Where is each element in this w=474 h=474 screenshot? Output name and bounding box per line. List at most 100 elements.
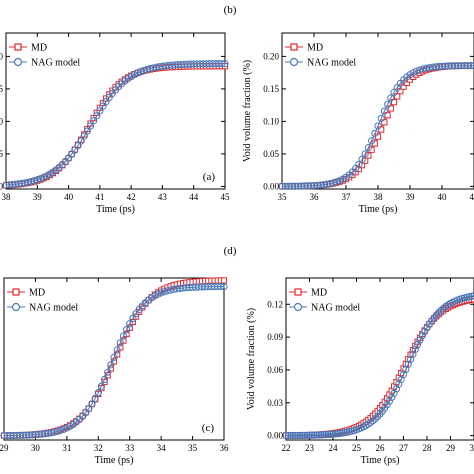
legend-md-label: MD bbox=[311, 288, 327, 299]
nag-point bbox=[221, 60, 229, 68]
nag-point bbox=[439, 304, 448, 312]
plot-frame bbox=[3, 277, 225, 441]
nag-point bbox=[119, 332, 128, 340]
nag-point bbox=[218, 60, 226, 68]
x-axis-label: Time (ps) bbox=[359, 204, 398, 215]
series-nag-model bbox=[2, 60, 229, 189]
nag-point bbox=[30, 177, 38, 185]
nag-point bbox=[361, 150, 369, 158]
legend-md-label: MD bbox=[29, 288, 45, 299]
nag-point bbox=[388, 393, 396, 401]
nag-point bbox=[282, 431, 290, 440]
nag-point bbox=[369, 417, 377, 425]
nag-point bbox=[384, 100, 392, 108]
nag-point bbox=[301, 431, 309, 439]
figure-tag-b: (b) bbox=[224, 4, 237, 16]
x-axis-label: Time (ps) bbox=[95, 455, 134, 466]
nag-point bbox=[91, 394, 99, 403]
nag-point bbox=[331, 430, 339, 438]
nag-point bbox=[160, 288, 168, 296]
legend-nag-label: NAG model bbox=[31, 58, 80, 69]
legend-md-label: MD bbox=[307, 43, 323, 54]
y-tick-label: 0.00 bbox=[267, 431, 283, 441]
y-tick-label: 0.09 bbox=[267, 332, 283, 342]
x-tick-label: 40 bbox=[438, 192, 448, 202]
x-tick-label: 35 bbox=[188, 443, 198, 453]
x-tick-label: 36 bbox=[310, 192, 320, 202]
legend-nag-label: NAG model bbox=[29, 303, 78, 314]
legend-md-marker bbox=[290, 43, 298, 51]
y-axis-label: Void volume fraction (%) bbox=[246, 308, 257, 410]
nag-point bbox=[371, 415, 379, 423]
legend: MD NAG model bbox=[9, 43, 80, 69]
nag-point bbox=[113, 346, 121, 354]
nag-point bbox=[88, 400, 96, 408]
md-point bbox=[394, 93, 401, 100]
nag-point bbox=[390, 88, 398, 97]
x-tick-label: 29 bbox=[0, 443, 9, 453]
nag-point bbox=[220, 282, 228, 291]
nag-point bbox=[320, 431, 328, 439]
md-point bbox=[381, 119, 388, 126]
nag-point bbox=[93, 112, 101, 120]
nag-point bbox=[324, 430, 332, 439]
x-tick-label: 22 bbox=[282, 443, 291, 453]
legend-md-label: MD bbox=[31, 43, 47, 54]
nag-point bbox=[385, 397, 393, 405]
legend-md-marker bbox=[14, 43, 22, 51]
panel-label: (c) bbox=[202, 422, 215, 434]
y-tick-label: 0.00 bbox=[263, 181, 279, 191]
nag-point bbox=[421, 327, 429, 336]
series-md bbox=[2, 63, 229, 189]
nag-point bbox=[416, 336, 424, 344]
series-nag-model bbox=[0, 282, 228, 440]
nag-point bbox=[86, 122, 95, 130]
series-md bbox=[278, 62, 474, 190]
x-tick-label: 37 bbox=[342, 192, 352, 202]
x-tick-label: 25 bbox=[352, 443, 362, 453]
nag-point bbox=[83, 127, 91, 135]
nag-point bbox=[157, 289, 165, 297]
nag-point bbox=[355, 160, 363, 168]
nag-point bbox=[374, 412, 382, 421]
y-tick-label: 0.10 bbox=[263, 116, 279, 126]
nag-point bbox=[412, 67, 420, 75]
nag-point bbox=[140, 66, 148, 75]
chart-panel-3: 29 30 31 32 33 34 35 36 Time (ps) (c) MD NAG model bbox=[0, 277, 230, 466]
x-axis-label: Time (ps) bbox=[361, 455, 400, 466]
nag-point bbox=[312, 431, 321, 439]
nag-point bbox=[298, 431, 307, 439]
nag-point bbox=[291, 431, 299, 440]
nag-point bbox=[27, 177, 35, 186]
figure-tag-d: (d) bbox=[224, 245, 237, 257]
nag-point bbox=[416, 66, 424, 74]
x-tick-label: 45 bbox=[221, 192, 231, 202]
x-tick-label: 23 bbox=[305, 443, 315, 453]
nag-point bbox=[387, 94, 395, 102]
nag-point bbox=[374, 122, 382, 130]
y-tick-label: 0.15 bbox=[263, 84, 279, 94]
x-tick-label: 27 bbox=[399, 443, 409, 453]
nag-point bbox=[217, 282, 225, 291]
nag-point bbox=[423, 324, 431, 332]
md-point bbox=[378, 126, 385, 133]
nag-point bbox=[80, 132, 88, 140]
nag-point bbox=[308, 431, 316, 439]
y-tick-label: 0.03 bbox=[267, 398, 283, 408]
x-tick-label: 32 bbox=[94, 443, 103, 453]
legend: MD NAG model bbox=[289, 288, 360, 314]
nag-point bbox=[390, 389, 398, 397]
x-tick-label: 36 bbox=[220, 443, 230, 453]
nag-point bbox=[104, 368, 112, 376]
x-tick-label: 24 bbox=[329, 443, 339, 453]
x-tick-label: 39 bbox=[406, 192, 416, 202]
nag-point bbox=[358, 155, 366, 164]
legend-nag-marker bbox=[293, 302, 303, 312]
nag-point bbox=[435, 308, 443, 317]
chart-panel-2: 35 36 37 38 39 40 41 0.00 0.05 0.10 0.15 0.20 Time (… bbox=[242, 32, 474, 215]
nag-point bbox=[336, 429, 344, 437]
legend-nag-marker bbox=[11, 302, 21, 312]
series-nag-model bbox=[278, 61, 474, 190]
x-tick-label: 31 bbox=[62, 443, 71, 453]
x-tick-label: 30 bbox=[470, 443, 474, 453]
